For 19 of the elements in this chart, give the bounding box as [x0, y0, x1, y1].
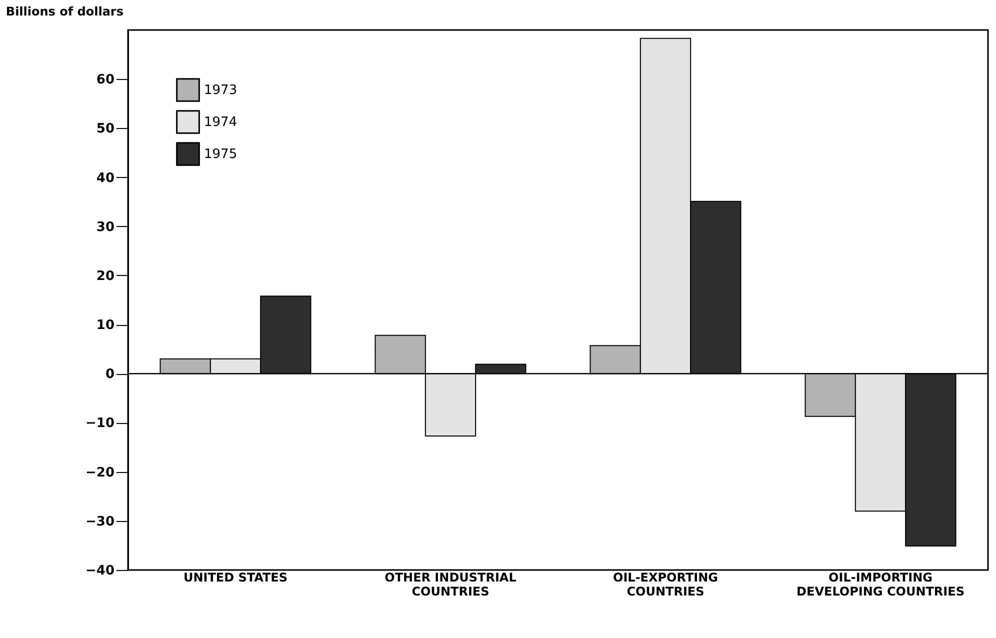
- y-tick-label: 0: [105, 367, 114, 382]
- y-tick-label: 10: [96, 318, 114, 334]
- y-tick-label: 60: [96, 72, 114, 88]
- legend-label: 1975: [204, 147, 238, 162]
- y-tick-label: 50: [96, 122, 114, 137]
- x-tick-label: OIL-IMPORTING DEVELOPING COUNTRIES: [796, 570, 964, 598]
- y-axis-title: Billions of dollars: [6, 4, 124, 18]
- y-tick-label: 20: [96, 268, 114, 284]
- y-tick-label: −10: [86, 416, 114, 432]
- x-tick-label: OIL-EXPORTING COUNTRIES: [613, 570, 718, 598]
- y-tick-label: 30: [96, 220, 114, 235]
- x-tick-label: UNITED STATES: [183, 570, 288, 584]
- legend-label: 1974: [204, 115, 238, 130]
- y-tick-label: 40: [96, 170, 114, 186]
- y-tick-label: −30: [86, 514, 114, 530]
- x-tick-label: OTHER INDUSTRIAL COUNTRIES: [384, 570, 517, 598]
- legend-label: 1973: [204, 83, 238, 98]
- y-tick-label: −40: [86, 564, 114, 578]
- y-tick-label: −20: [86, 465, 114, 480]
